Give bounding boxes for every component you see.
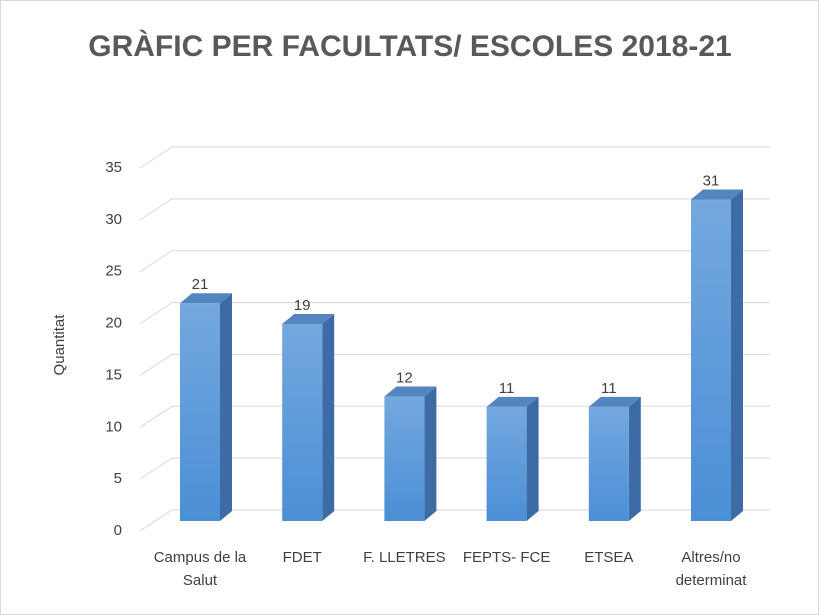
data-label: 21: [192, 276, 209, 293]
chart-title: GRÀFIC PER FACULTATS/ ESCOLES 2018-21: [88, 29, 731, 63]
bar: [384, 386, 437, 521]
bar: [282, 313, 335, 521]
bar-top: [691, 189, 743, 200]
y-tick-label: 0: [114, 522, 122, 539]
bar-side: [424, 386, 437, 521]
grid-line: [139, 198, 770, 221]
bar-side: [628, 396, 641, 521]
data-label: 11: [499, 380, 515, 397]
bar-front: [486, 406, 527, 521]
grid-line: [139, 509, 770, 532]
y-tick-label: 20: [105, 315, 122, 332]
data-label: 11: [601, 380, 617, 397]
grid-line: [139, 405, 770, 428]
x-tick-label: Altres/no determinat: [675, 549, 747, 589]
bar-top: [588, 396, 641, 407]
bar-front: [691, 199, 731, 521]
x-tick-label: ETSEA: [584, 549, 634, 566]
bar-top: [180, 293, 232, 304]
bar: [588, 396, 641, 521]
grid-line: [139, 250, 770, 273]
bar-top: [486, 396, 539, 407]
y-tick-label: 35: [105, 159, 122, 176]
bar: [691, 189, 743, 521]
bar-front: [384, 396, 425, 521]
grid-line: [139, 353, 770, 376]
data-label: 19: [294, 297, 311, 314]
bar-front: [588, 406, 629, 521]
bar-side: [731, 189, 743, 521]
y-tick-label: 30: [105, 211, 122, 228]
grid-line: [139, 457, 770, 480]
bar-side: [220, 293, 232, 521]
bar: [180, 293, 232, 521]
bar: [486, 396, 539, 521]
y-tick-label: 15: [105, 366, 122, 383]
bar-side: [526, 396, 539, 521]
y-tick-label: 5: [114, 470, 122, 487]
bar-top: [384, 386, 437, 397]
data-label: 12: [396, 370, 413, 387]
data-label: 31: [703, 172, 720, 189]
x-tick-label: Campus de la Salut: [153, 549, 247, 589]
bar-side: [322, 313, 335, 521]
grid-line: [139, 146, 770, 169]
bar-top: [282, 313, 335, 324]
y-tick-label: 10: [105, 418, 122, 435]
y-tick-label: 25: [105, 263, 122, 280]
x-tick-label: F. LLETRES: [363, 549, 446, 566]
x-tick-label: FDET: [282, 549, 322, 566]
x-tick-label: FEPTS- FCE: [462, 549, 551, 566]
grid-line: [139, 302, 770, 324]
bar-front: [282, 323, 323, 521]
y-axis-label: Quantitat: [51, 314, 68, 376]
bar-front: [180, 303, 220, 521]
